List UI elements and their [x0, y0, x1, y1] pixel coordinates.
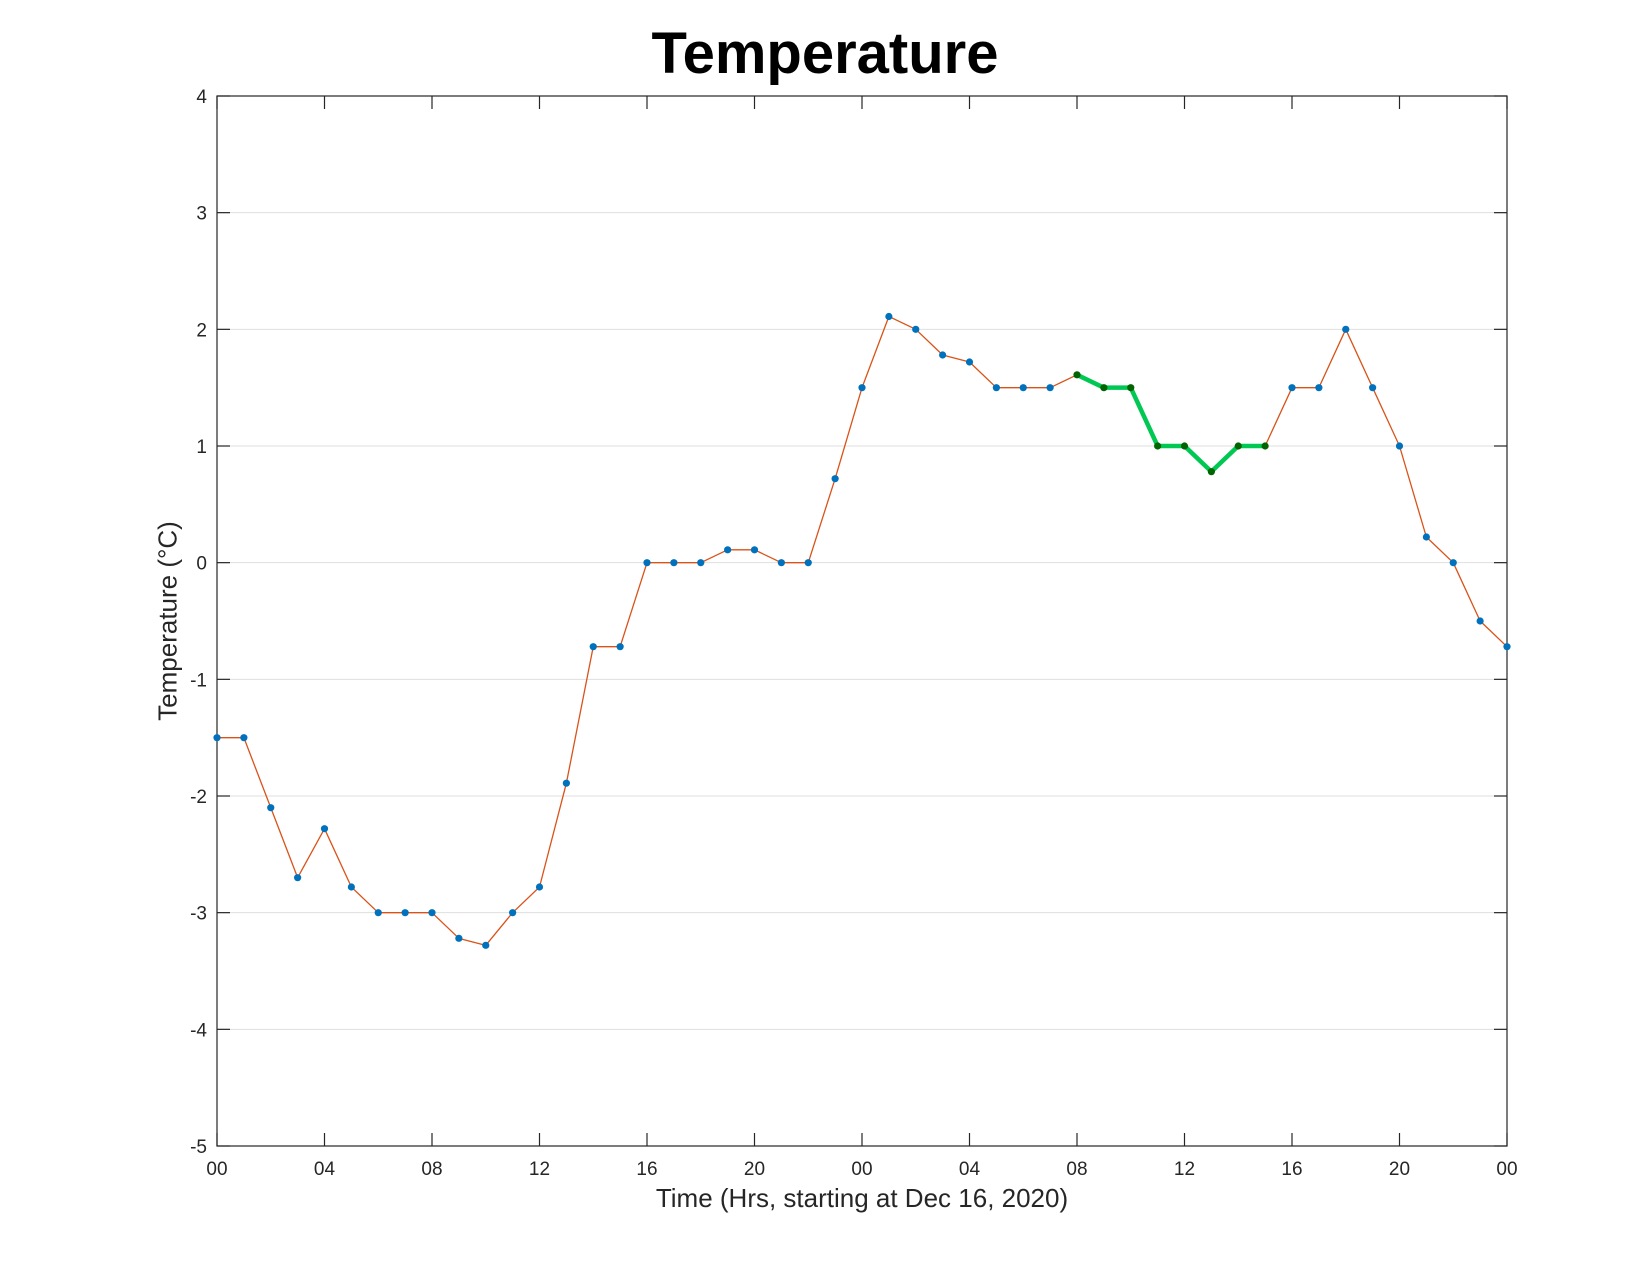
data-point	[240, 734, 248, 742]
highlight-marker	[1073, 371, 1081, 379]
y-axis-label: Temperature (°C)	[152, 521, 183, 721]
highlight-marker	[1180, 442, 1189, 450]
highlight-marker	[1100, 384, 1108, 392]
data-point	[428, 909, 436, 917]
data-point	[1369, 384, 1377, 392]
data-point	[1503, 643, 1511, 651]
data-point	[1019, 384, 1027, 392]
data-point	[267, 804, 275, 812]
data-point	[374, 909, 382, 917]
series-line	[217, 315, 1508, 946]
x-tick-label: 16	[636, 1159, 657, 1180]
y-tick-label: 4	[196, 87, 207, 108]
y-tick-label: 0	[196, 554, 207, 575]
axes-box	[216, 95, 1508, 1147]
highlight-marker	[1261, 442, 1269, 450]
data-point	[401, 909, 409, 917]
data-point	[347, 883, 355, 891]
highlight-marker	[1207, 468, 1215, 476]
data-point	[1342, 325, 1350, 333]
x-tick-label: 00	[1496, 1159, 1517, 1180]
x-tick-label: 04	[314, 1159, 336, 1180]
data-point	[1046, 384, 1054, 392]
highlight-segment	[1074, 372, 1268, 474]
y-tick-label: -1	[190, 670, 207, 691]
data-point	[455, 934, 463, 942]
y-tick-label: 3	[196, 204, 207, 225]
y-tick-label: 1	[196, 437, 207, 458]
data-point	[831, 475, 839, 483]
x-tick-label: 16	[1281, 1159, 1302, 1180]
x-tick-label: 12	[1174, 1159, 1195, 1180]
x-tick-label: 20	[744, 1159, 765, 1180]
data-point	[643, 559, 651, 567]
data-markers	[213, 312, 1511, 949]
data-point	[777, 559, 785, 567]
data-point	[804, 559, 812, 567]
data-point	[213, 734, 221, 742]
x-axis-label: Time (Hrs, starting at Dec 16, 2020)	[655, 1183, 1069, 1213]
data-point	[965, 358, 974, 366]
x-tick-label: 00	[206, 1159, 227, 1180]
data-point	[670, 559, 678, 567]
y-tick-label: -4	[190, 1020, 207, 1041]
data-point	[562, 779, 570, 787]
data-point	[1476, 617, 1484, 625]
data-point	[1422, 533, 1430, 541]
data-point	[697, 559, 705, 567]
x-tick-label: 08	[421, 1159, 442, 1180]
data-point	[535, 883, 544, 891]
data-point	[724, 546, 732, 554]
data-point	[885, 312, 893, 321]
x-tick-label: 04	[959, 1159, 981, 1180]
data-point	[939, 351, 947, 359]
data-point	[1288, 384, 1296, 392]
y-tick-label: -2	[190, 787, 207, 808]
data-point	[482, 941, 490, 949]
plot-area-border	[216, 95, 1508, 1147]
data-point	[589, 643, 597, 651]
data-point	[858, 384, 866, 392]
data-point	[992, 384, 1000, 392]
chart-title: Temperature	[651, 21, 999, 86]
highlight-marker	[1127, 384, 1135, 392]
data-point	[509, 909, 517, 917]
y-tick-label: -3	[190, 904, 207, 925]
grid-lines	[217, 212, 1507, 1030]
highlight-marker	[1154, 442, 1162, 450]
data-point	[294, 874, 302, 882]
data-point	[616, 643, 624, 651]
data-point	[750, 546, 759, 554]
y-tick-label: -5	[190, 1137, 207, 1158]
data-point	[1395, 442, 1404, 450]
x-tick-label: 00	[851, 1159, 872, 1180]
data-point	[320, 825, 329, 833]
x-tick-label: 08	[1066, 1159, 1087, 1180]
highlight-line	[1074, 372, 1268, 474]
data-point	[912, 325, 920, 333]
data-point	[1315, 384, 1323, 392]
y-tick-label: 2	[196, 320, 207, 341]
data-point	[1449, 559, 1457, 567]
highlight-marker	[1234, 442, 1242, 450]
x-tick-label: 12	[529, 1159, 550, 1180]
x-tick-label: 20	[1389, 1159, 1410, 1180]
series-line	[217, 315, 1508, 946]
